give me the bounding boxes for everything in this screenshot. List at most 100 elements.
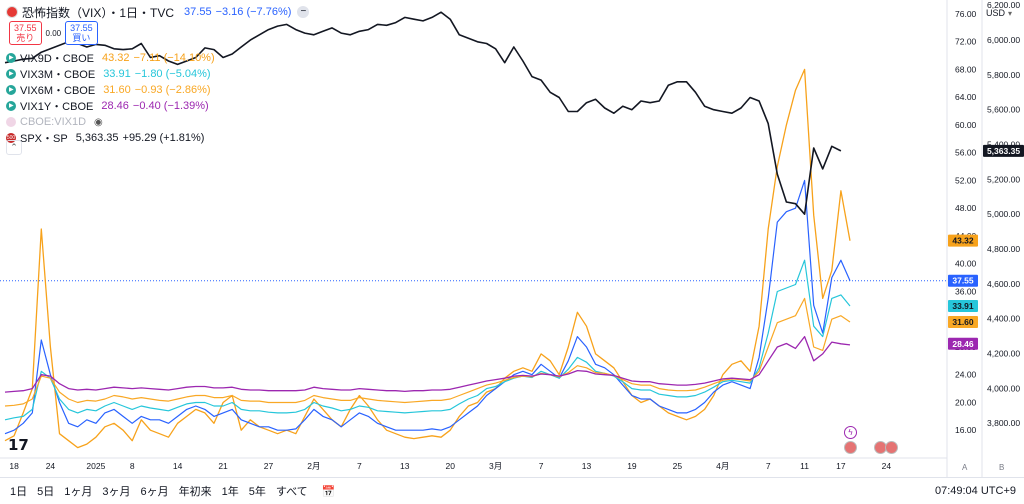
price-label: 43.32 [952,236,974,246]
legend-row-vix1y[interactable]: VIX1Y・CBOE 28.46 −0.40 (−1.39%) [6,98,309,114]
right-axis-tick: 5,800.00 [987,70,1020,80]
series-value: 28.46 [101,100,129,112]
range-1d[interactable]: 1日 [10,486,28,498]
legend-main-row[interactable]: 恐怖指数（VIX）・1日・TVC 37.55 −3.16 (−7.76%) − [6,4,310,20]
x-axis-tick: 2025 [86,461,105,471]
series-line-vix3m [4,259,851,421]
legend-row-vix1d[interactable]: CBOE:VIX1D ◉ [6,114,309,130]
us-flag-event-icon[interactable] [844,441,857,454]
series-line-spx [4,11,842,215]
sell-button[interactable]: 37.55 売り [9,21,42,45]
spread-value: 0.00 [45,28,62,38]
tradingview-logo[interactable]: 17 [8,436,29,454]
x-axis-tick: 4月 [716,461,729,471]
left-axis-tick: 40.00 [955,259,977,269]
lightning-event-icon[interactable]: ϟ [844,426,857,439]
left-axis-tick: 60.00 [955,120,977,130]
series-change: +95.29 (+1.81%) [122,132,205,144]
range-6m[interactable]: 6ヶ月 [140,486,169,498]
right-axis-tick: 5,000.00 [987,209,1020,219]
left-axis-tick: 36.00 [955,286,977,296]
series-symbol: VIX3M・CBOE [20,69,96,81]
right-axis-tick: 5,200.00 [987,174,1020,184]
x-axis-tick: 7 [357,461,362,471]
legend-row-spx[interactable]: 500 SPX・SP 5,363.35 +95.29 (+1.81%) [6,130,309,146]
x-axis-tick: 3月 [489,461,502,471]
series-change: −1.80 (−5.04%) [134,68,211,80]
left-axis-tick: 48.00 [955,203,977,213]
series-change: −7.11 (−14.10%) [133,52,215,64]
right-axis-tick: 4,800.00 [987,244,1020,254]
price-label: 33.91 [952,301,974,311]
x-axis-tick: 7 [539,461,544,471]
range-1y[interactable]: 1年 [221,486,239,498]
us-flag-event-icon[interactable] [885,441,898,454]
price-label-bg [983,144,1024,157]
legend-row-vix6m[interactable]: VIX6M・CBOE 31.60 −0.93 (−2.86%) [6,82,309,98]
price-label-bg [948,274,978,287]
calendar-icon[interactable]: 📅 [321,485,336,498]
x-axis-tick: 13 [582,461,592,471]
series-value: 31.60 [103,84,131,96]
legend: 恐怖指数（VIX）・1日・TVC 37.55 −3.16 (−7.76%) − … [6,4,310,146]
buy-label: 買い [72,33,91,43]
x-axis-tick: 20 [445,461,455,471]
series-line-vix6m [4,297,851,407]
range-1m[interactable]: 1ヶ月 [64,486,93,498]
bottom-toolbar: 1日 5日 1ヶ月 3ヶ月 6ヶ月 年初来 1年 5年 すべて 📅 07:49:… [0,477,1024,504]
right-axis-tick: 4,200.00 [987,349,1020,359]
price-chart[interactable]: 16.0020.0024.0028.0032.0036.0040.0044.00… [0,0,1024,477]
left-axis-tick: 20.00 [955,397,977,407]
right-axis-tick: 4,000.00 [987,383,1020,393]
clock[interactable]: 07:49:04 UTC+9 [934,485,1016,497]
x-axis-tick: 8 [130,461,135,471]
series-line-vix9d [4,68,851,449]
x-axis-tick: 24 [882,461,892,471]
series-value: 43.32 [101,52,130,64]
range-ytd[interactable]: 年初来 [178,486,212,498]
axis-letter-a[interactable]: A [962,463,968,472]
price-label: 31.60 [952,317,974,327]
axis-letter-b[interactable]: B [999,463,1005,472]
minus-icon[interactable]: − [297,6,310,18]
x-axis-tick: 17 [836,461,846,471]
x-axis-tick: 2月 [307,461,320,471]
eye-icon[interactable]: ◉ [94,116,103,128]
x-axis-tick: 21 [218,461,228,471]
series-line-vix1y [4,335,851,393]
range-all[interactable]: すべて [275,486,308,498]
price-label: 28.46 [952,339,974,349]
range-5d[interactable]: 5日 [37,486,55,498]
right-axis-tick: 6,200.00 [987,0,1020,10]
range-3m[interactable]: 3ヶ月 [102,486,131,498]
x-axis-tick: 13 [400,461,410,471]
trade-buttons: 37.55 売り 0.00 37.55 買い [9,21,98,45]
x-axis-tick: 24 [46,461,56,471]
play-icon [6,53,16,63]
right-axis-tick: 4,600.00 [987,279,1020,289]
price-label-bg [948,337,978,350]
series-line-vix [4,179,851,435]
left-axis-tick: 16.00 [955,425,977,435]
hidden-series-icon [6,117,16,127]
price-label-bg [948,234,978,247]
right-axis-tick: 6,000.00 [987,35,1020,45]
play-icon [6,85,16,95]
x-axis-tick: 27 [264,461,274,471]
buy-button[interactable]: 37.55 買い [65,21,98,45]
left-axis-tick: 64.00 [955,92,977,102]
legend-row-vix9d[interactable]: VIX9D・CBOE 43.32 −7.11 (−14.10%) [6,50,309,66]
collapse-legend-button[interactable]: ⌃ [6,140,22,155]
sell-price: 37.55 [14,23,37,33]
main-symbol[interactable]: 恐怖指数（VIX）・1日・TVC [22,5,175,20]
x-axis-tick: 7 [766,461,771,471]
price-label-bg [948,315,978,328]
series-change: −0.40 (−1.39%) [132,100,209,112]
range-5y[interactable]: 5年 [248,486,266,498]
x-axis-tick: 19 [627,461,637,471]
series-value: 33.91 [103,68,131,80]
left-axis-tick: 72.00 [955,37,977,47]
currency-selector[interactable]: USD [986,8,1012,18]
play-icon [6,69,16,79]
legend-row-vix3m[interactable]: VIX3M・CBOE 33.91 −1.80 (−5.04%) [6,66,309,82]
